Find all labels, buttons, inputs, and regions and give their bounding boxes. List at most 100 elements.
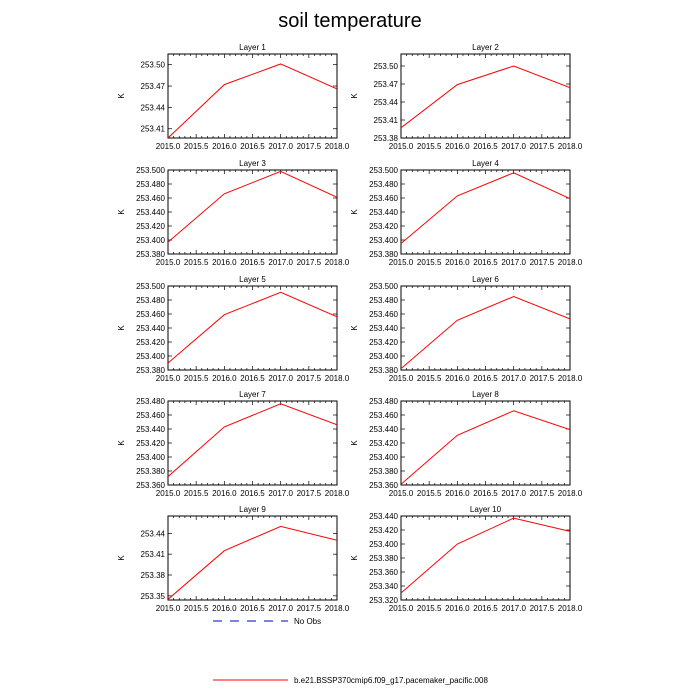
panel-title: Layer 8 (472, 390, 499, 399)
x-tick-label: 2017.0 (501, 258, 526, 267)
x-tick-label: 2016.0 (212, 374, 237, 383)
series-line (168, 403, 337, 477)
x-tick-label: 2016.0 (212, 489, 237, 498)
y-tick-label: 253.340 (369, 582, 398, 591)
x-tick-label: 2017.5 (297, 142, 322, 151)
y-tick-label: 253.420 (369, 439, 398, 448)
panel-10: Layer 10 2015.0 2015.5 2016.0 2016.5 2017.0 20… (350, 505, 583, 613)
x-tick-label: 2015.0 (389, 604, 414, 613)
panel-title: Layer 5 (239, 275, 266, 284)
plot-frame (167, 515, 338, 601)
x-tick-label: 2015.0 (156, 489, 181, 498)
y-tick-label: 253.480 (369, 397, 398, 406)
plot-frame (400, 515, 571, 601)
y-tick-label: 253.360 (369, 481, 398, 490)
series-line (401, 517, 570, 594)
x-tick-label: 2017.5 (530, 258, 555, 267)
y-tick-label: 253.500 (136, 282, 165, 291)
x-tick-label: 2016.5 (473, 489, 498, 498)
x-tick-label: 2018.0 (325, 374, 350, 383)
x-tick-label: 2018.0 (325, 604, 350, 613)
x-tick-label: 2015.0 (156, 142, 181, 151)
series-line (168, 63, 337, 138)
series-line (168, 291, 337, 364)
y-tick-label: 253.480 (136, 397, 165, 406)
panel-title: Layer 7 (239, 390, 266, 399)
x-tick-label: 2016.5 (240, 374, 265, 383)
x-tick-label: 2016.5 (473, 258, 498, 267)
y-tick-label: 253.460 (136, 194, 165, 203)
y-tick-label: 253.420 (136, 439, 165, 448)
x-tick-label: 2017.0 (268, 374, 293, 383)
x-tick-label: 2016.0 (212, 142, 237, 151)
y-tick-label: 253.380 (136, 250, 165, 259)
plot-frame (400, 400, 571, 486)
series-line (168, 525, 337, 600)
y-axis-label: K (117, 440, 126, 446)
y-tick-label: 253.400 (369, 352, 398, 361)
y-tick-label: 253.41 (141, 125, 166, 134)
x-tick-label: 2017.5 (297, 258, 322, 267)
x-tick-label: 2017.0 (268, 604, 293, 613)
y-tick-label: 253.35 (141, 592, 166, 601)
y-tick-label: 253.41 (374, 116, 399, 125)
y-tick-label: 253.440 (369, 208, 398, 217)
plot-frame (167, 53, 338, 139)
x-tick-label: 2017.0 (268, 489, 293, 498)
x-tick-label: 2016.5 (473, 374, 498, 383)
x-tick-label: 2016.0 (445, 604, 470, 613)
y-tick-label: 253.500 (369, 166, 398, 175)
y-tick-label: 253.380 (369, 366, 398, 375)
y-tick-label: 253.380 (136, 467, 165, 476)
panel-title: Layer 9 (239, 505, 266, 514)
y-tick-label: 253.380 (369, 250, 398, 259)
y-tick-label: 253.320 (369, 596, 398, 605)
y-axis-label: K (117, 209, 126, 215)
panel-2: Layer 2 2015.0 2015.5 2016.0 2016.5 2017.0 201… (350, 43, 583, 151)
panel-5: Layer 5 2015.0 2015.5 2016.0 2016.5 2017.0 201… (117, 275, 350, 383)
y-tick-label: 253.44 (374, 98, 399, 107)
x-tick-label: 2016.5 (240, 489, 265, 498)
series-line (168, 170, 337, 243)
x-tick-label: 2015.0 (389, 258, 414, 267)
x-tick-label: 2015.5 (184, 604, 209, 613)
legend-model-label: b.e21.BSSP370cmip6.f09_g17.pacemaker_pac… (294, 676, 488, 685)
x-tick-label: 2015.5 (417, 604, 442, 613)
y-tick-label: 253.47 (374, 80, 399, 89)
y-tick-label: 253.440 (369, 512, 398, 521)
y-tick-label: 253.460 (369, 411, 398, 420)
y-tick-label: 253.400 (369, 453, 398, 462)
y-tick-label: 253.440 (136, 425, 165, 434)
y-tick-label: 253.47 (141, 82, 166, 91)
panel-7: Layer 7 2015.0 2015.5 2016.0 2016.5 2017.0 201… (117, 390, 350, 498)
x-tick-label: 2016.5 (240, 258, 265, 267)
x-tick-label: 2017.0 (501, 142, 526, 151)
x-tick-label: 2018.0 (325, 489, 350, 498)
y-tick-label: 253.500 (369, 282, 398, 291)
y-tick-label: 253.440 (369, 425, 398, 434)
y-tick-label: 253.480 (369, 296, 398, 305)
series-line (401, 172, 570, 244)
plot-frame (400, 285, 571, 371)
y-tick-label: 253.400 (136, 352, 165, 361)
x-tick-label: 2017.5 (297, 374, 322, 383)
y-tick-label: 253.380 (369, 467, 398, 476)
panel-1: Layer 1 2015.0 2015.5 2016.0 2016.5 2017.0 201… (117, 43, 350, 151)
x-tick-label: 2015.5 (417, 374, 442, 383)
panel-title: Layer 2 (472, 43, 499, 52)
x-tick-label: 2017.0 (268, 258, 293, 267)
y-tick-label: 253.50 (374, 62, 399, 71)
panel-6: Layer 6 2015.0 2015.5 2016.0 2016.5 2017.0 201… (350, 275, 583, 383)
x-tick-label: 2017.0 (501, 604, 526, 613)
panel-title: Layer 6 (472, 275, 499, 284)
x-tick-label: 2015.0 (389, 489, 414, 498)
y-tick-label: 253.420 (369, 526, 398, 535)
plot-frame (400, 53, 571, 139)
panel-9: Layer 9 2015.0 2015.5 2016.0 2016.5 2017.0 201… (117, 505, 350, 613)
x-tick-label: 2016.0 (212, 258, 237, 267)
x-tick-label: 2015.0 (389, 374, 414, 383)
x-tick-label: 2015.5 (184, 258, 209, 267)
y-axis-label: K (117, 93, 126, 99)
y-axis-label: K (350, 209, 359, 215)
y-tick-label: 253.380 (136, 366, 165, 375)
